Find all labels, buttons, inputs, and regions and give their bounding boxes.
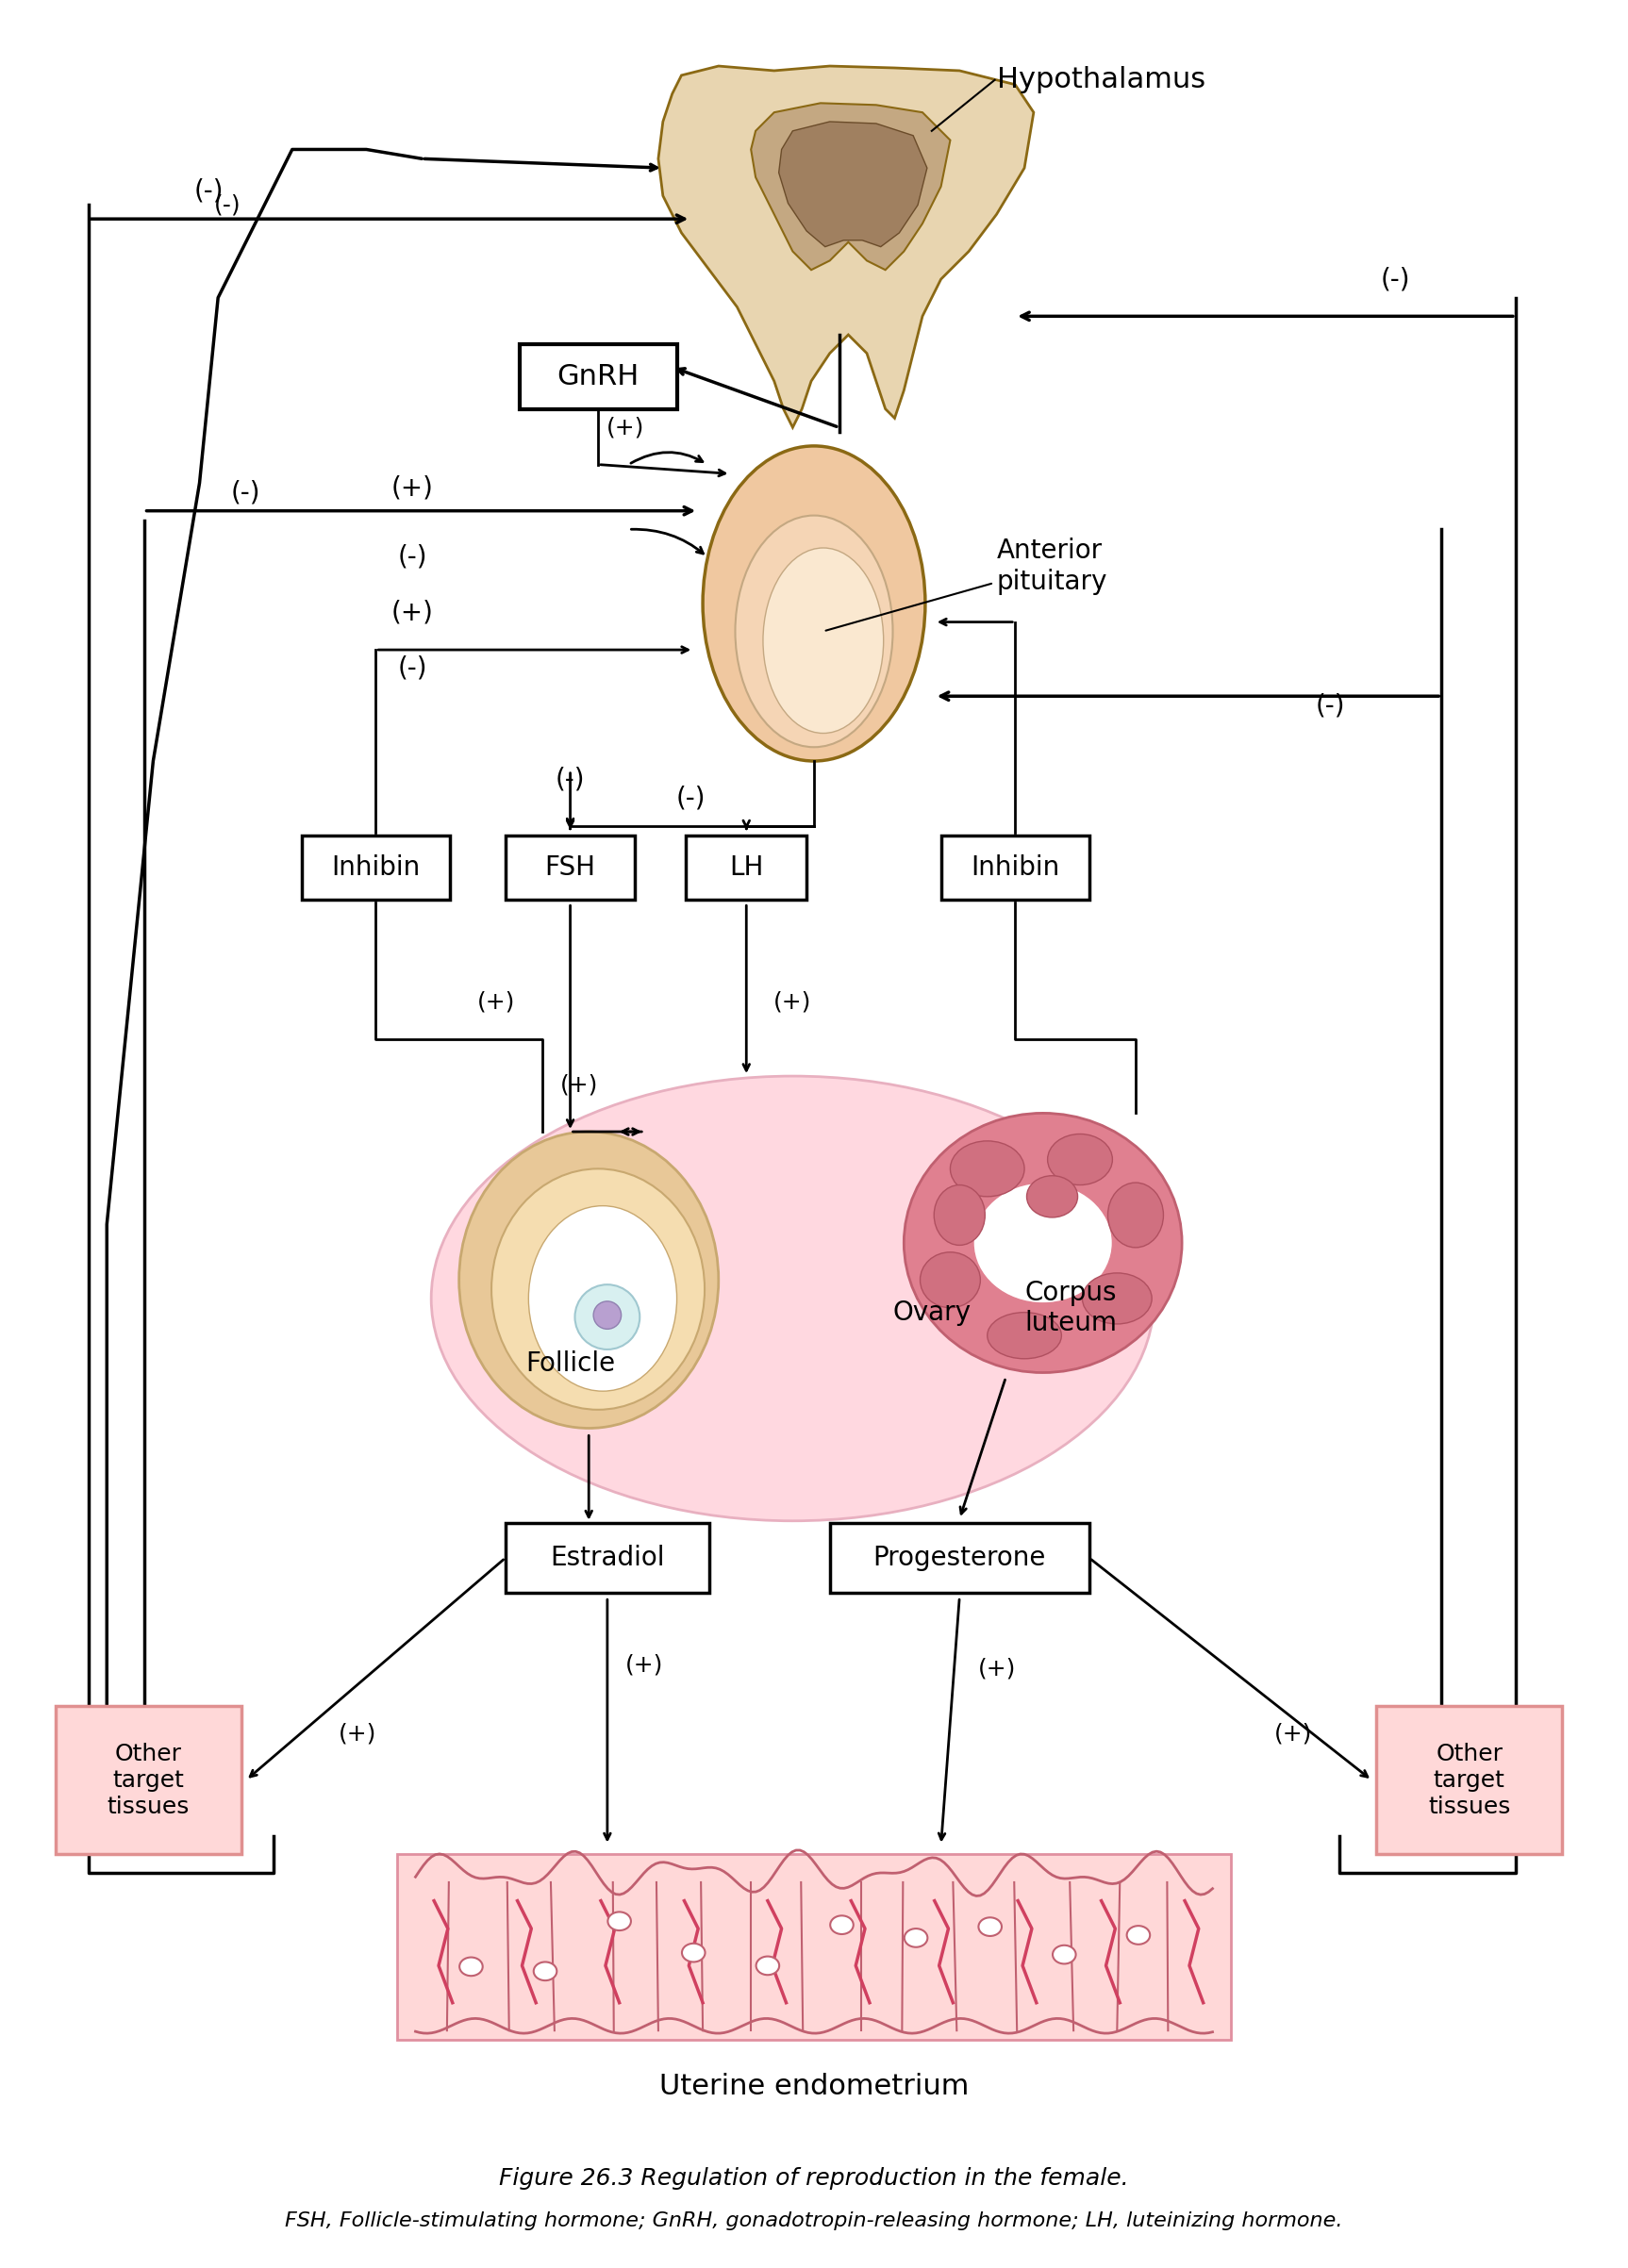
Text: (-): (-) [1381, 265, 1410, 293]
Text: (+): (+) [607, 415, 645, 438]
Text: Inhibin: Inhibin [970, 855, 1060, 880]
Ellipse shape [534, 1962, 557, 1980]
Ellipse shape [459, 1957, 482, 1975]
Text: (+): (+) [560, 1075, 599, 1098]
FancyBboxPatch shape [830, 1524, 1089, 1592]
Ellipse shape [682, 1944, 705, 1962]
Polygon shape [658, 66, 1034, 426]
Ellipse shape [830, 1916, 853, 1935]
Ellipse shape [607, 1912, 632, 1930]
FancyBboxPatch shape [941, 835, 1089, 900]
Text: Progesterone: Progesterone [873, 1545, 1047, 1572]
Ellipse shape [459, 1132, 718, 1429]
Text: FSH: FSH [545, 855, 596, 880]
Text: Corpus
luteum: Corpus luteum [1024, 1279, 1117, 1336]
Ellipse shape [755, 1957, 780, 1975]
Text: (+): (+) [391, 599, 433, 626]
Text: (-): (-) [555, 767, 584, 794]
Ellipse shape [1053, 1946, 1076, 1964]
Ellipse shape [736, 515, 892, 746]
Text: (-): (-) [194, 177, 223, 204]
Text: LH: LH [729, 855, 764, 880]
Text: (+): (+) [477, 991, 514, 1014]
Ellipse shape [934, 1184, 985, 1245]
Text: Other
target
tissues: Other target tissues [1428, 1742, 1511, 1819]
FancyBboxPatch shape [1377, 1706, 1561, 1855]
Ellipse shape [1127, 1926, 1149, 1944]
Text: (-): (-) [397, 544, 428, 569]
Polygon shape [751, 102, 951, 270]
Text: Estradiol: Estradiol [550, 1545, 664, 1572]
FancyBboxPatch shape [301, 835, 449, 900]
Text: Ovary: Ovary [892, 1300, 970, 1325]
Ellipse shape [1107, 1182, 1164, 1247]
Ellipse shape [1027, 1175, 1078, 1218]
Ellipse shape [764, 549, 884, 733]
Text: (+): (+) [391, 474, 433, 501]
Ellipse shape [904, 1114, 1182, 1372]
Ellipse shape [575, 1284, 640, 1349]
Ellipse shape [1047, 1134, 1112, 1184]
Text: FSH, Follicle-stimulating hormone; GnRH, gonadotropin-releasing hormone; LH, lut: FSH, Follicle-stimulating hormone; GnRH,… [285, 2211, 1343, 2229]
Ellipse shape [1083, 1272, 1153, 1325]
Text: Hypothalamus: Hypothalamus [996, 66, 1205, 93]
Text: (+): (+) [625, 1653, 664, 1676]
Text: (-): (-) [1315, 692, 1345, 719]
Ellipse shape [905, 1928, 928, 1948]
Text: (-): (-) [676, 785, 705, 812]
Polygon shape [778, 122, 926, 247]
Ellipse shape [978, 1916, 1001, 1937]
Text: Uterine endometrium: Uterine endometrium [659, 2073, 969, 2100]
Text: (-): (-) [397, 655, 428, 683]
Ellipse shape [951, 1141, 1024, 1198]
Ellipse shape [529, 1207, 677, 1390]
Text: Figure 26.3 Regulation of reproduction in the female.: Figure 26.3 Regulation of reproduction i… [500, 2168, 1128, 2191]
Text: (+): (+) [339, 1724, 376, 1746]
Ellipse shape [703, 447, 925, 762]
FancyBboxPatch shape [685, 835, 806, 900]
Text: Anterior
pituitary: Anterior pituitary [825, 538, 1107, 631]
FancyBboxPatch shape [519, 345, 677, 408]
FancyBboxPatch shape [505, 1524, 710, 1592]
Text: (+): (+) [773, 991, 812, 1014]
FancyBboxPatch shape [55, 1706, 241, 1855]
Ellipse shape [492, 1168, 705, 1411]
Ellipse shape [920, 1252, 980, 1309]
Ellipse shape [974, 1182, 1112, 1304]
Ellipse shape [594, 1302, 622, 1329]
Ellipse shape [431, 1075, 1154, 1522]
FancyBboxPatch shape [397, 1855, 1231, 2039]
Text: (-): (-) [213, 193, 241, 215]
Ellipse shape [987, 1313, 1061, 1359]
Text: Inhibin: Inhibin [330, 855, 420, 880]
Text: Follicle: Follicle [526, 1349, 615, 1377]
Text: (+): (+) [977, 1658, 1016, 1681]
FancyBboxPatch shape [505, 835, 635, 900]
Text: Other
target
tissues: Other target tissues [107, 1742, 190, 1819]
Text: GnRH: GnRH [557, 363, 640, 390]
Text: (+): (+) [1275, 1724, 1312, 1746]
Text: (-): (-) [231, 479, 260, 506]
